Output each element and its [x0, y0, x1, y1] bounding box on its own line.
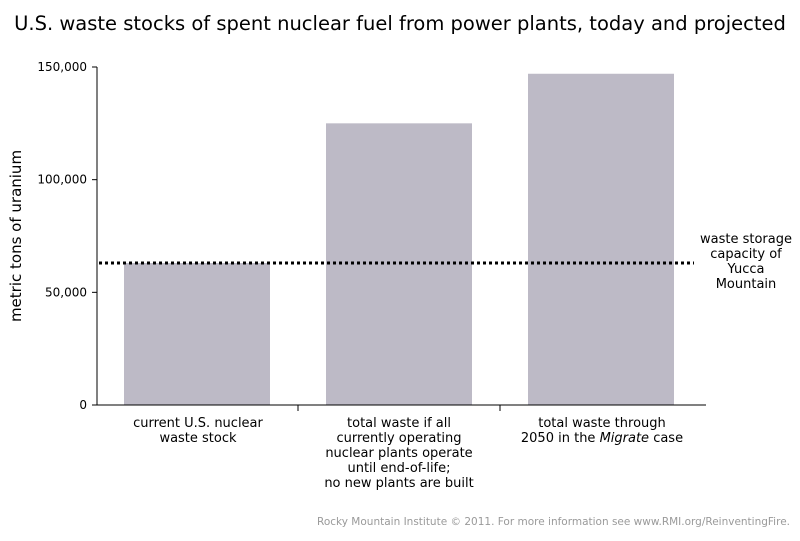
y-axis-label: metric tons of uranium — [7, 149, 25, 323]
category-label-3: total waste through 2050 in the Migrate c… — [520, 416, 684, 446]
category-label-2: total waste if all currently operating nuc… — [324, 416, 474, 491]
y-tick-label-0: 0 — [79, 398, 87, 412]
bar-1 — [124, 263, 270, 405]
chart-title: U.S. waste stocks of spent nuclear fuel … — [14, 12, 786, 35]
y-tick-label-3: 150,000 — [37, 60, 87, 74]
category-label-1: current U.S. nuclear waste stock — [133, 416, 263, 446]
footer-credit: Rocky Mountain Institute © 2011. For mor… — [317, 516, 790, 528]
y-tick-label-1: 50,000 — [45, 285, 87, 299]
y-tick-label-2: 100,000 — [37, 173, 87, 187]
reference-line-label: waste storage capacity of Yucca Mountain — [700, 232, 792, 292]
bar-3 — [528, 73, 674, 405]
